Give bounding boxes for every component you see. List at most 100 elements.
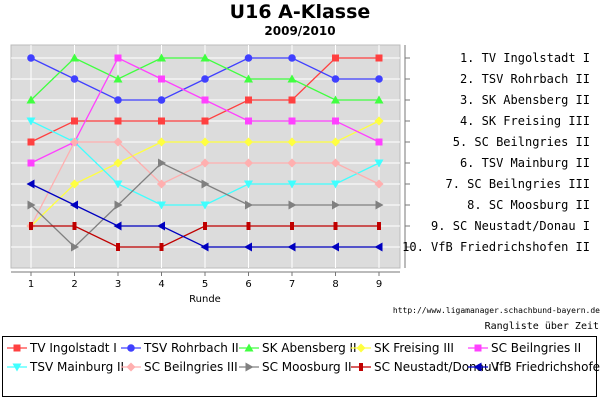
data-point <box>70 137 79 147</box>
data-point <box>331 180 340 189</box>
data-point <box>287 158 297 168</box>
legend-item: SK Freising III <box>351 339 454 357</box>
x-tick-label: 1 <box>28 279 34 290</box>
x-axis-label: Runde <box>189 294 221 305</box>
data-point <box>287 180 297 189</box>
x-tick-label: 8 <box>332 279 338 290</box>
legend-label: VfB Friedrichshofen II <box>491 360 600 374</box>
data-point <box>245 96 252 104</box>
legend-item: SC Beilngries II <box>468 339 581 357</box>
legend-label: SC Beilngries III <box>144 360 238 374</box>
legend-item: TSV Mainburg II <box>7 358 124 376</box>
data-point <box>201 179 210 189</box>
legend-swatch <box>239 343 259 352</box>
data-point <box>244 242 252 252</box>
data-point <box>331 95 340 104</box>
data-point <box>332 54 339 62</box>
data-point <box>200 242 209 252</box>
data-point <box>244 180 253 189</box>
series-10 <box>26 179 383 252</box>
data-point <box>114 96 122 104</box>
x-tick-label: 9 <box>376 279 382 290</box>
rank-line-chart: 1 2 3 4 5 6 7 8 9 Runde 1. TV Ingolstadt I 2. TSV R… <box>10 44 590 305</box>
x-tick-label: 6 <box>245 279 251 290</box>
legend-marker <box>13 344 21 352</box>
data-point <box>331 75 340 83</box>
data-point <box>374 95 384 104</box>
data-point <box>201 117 209 125</box>
legend-label: SC Beilngries II <box>491 341 582 355</box>
data-point <box>157 96 166 104</box>
data-point <box>158 158 166 168</box>
data-point <box>158 117 165 125</box>
data-point <box>331 137 340 147</box>
data-point <box>331 158 340 168</box>
data-point <box>27 159 35 167</box>
legend-marker <box>244 343 254 352</box>
chart-caption: Rangliste über Zeit <box>484 321 599 332</box>
legend-swatch <box>7 363 27 372</box>
chart-title: U16 A-Klasse <box>229 1 371 23</box>
legend-swatch <box>7 344 27 352</box>
legend-label: TSV Mainburg II <box>30 360 125 374</box>
data-point <box>113 158 123 168</box>
data-point <box>116 243 120 251</box>
data-point <box>200 201 210 210</box>
x-axis: 1 2 3 4 5 6 7 8 9 Runde <box>11 271 400 305</box>
rank-axis: 1. TV Ingolstadt I 2. TSV Rohrbach II 3. S… <box>402 45 590 268</box>
legend-marker <box>127 344 135 352</box>
x-tick-label: 4 <box>158 279 164 290</box>
data-point <box>158 75 165 83</box>
series-2 <box>27 54 383 104</box>
data-point <box>375 138 383 146</box>
data-point <box>114 54 122 62</box>
rank-label: 1. TV Ingolstadt I <box>460 51 590 65</box>
data-point <box>70 53 79 62</box>
x-tick-label: 2 <box>71 279 77 290</box>
rank-label: 7. SC Beilngries III <box>446 177 591 191</box>
x-tick-label: 7 <box>289 279 295 290</box>
legend-swatch <box>351 343 371 353</box>
data-point <box>26 179 35 189</box>
source-url[interactable]: http://www.ligamanager.schachbund-bayern… <box>392 306 600 315</box>
legend-swatch <box>239 362 259 372</box>
series-3 <box>26 53 384 104</box>
series-4 <box>26 116 384 231</box>
data-point <box>27 54 35 62</box>
data-point <box>245 200 253 210</box>
data-point <box>71 242 79 252</box>
data-point <box>113 221 122 231</box>
data-point <box>114 200 123 210</box>
data-point <box>29 222 33 230</box>
legend-marker <box>473 362 482 372</box>
data-point <box>113 137 123 147</box>
legend-item: TV Ingolstadt I <box>7 339 117 357</box>
legend-label: SK Freising III <box>374 341 454 355</box>
data-point <box>200 158 210 168</box>
legend: TV Ingolstadt I TSV Rohrbach II SK Abensbe… <box>2 336 600 397</box>
legend-marker <box>245 362 254 372</box>
rank-label: 6. TSV Mainburg II <box>460 156 590 170</box>
data-point <box>71 117 78 125</box>
series-9 <box>29 222 381 251</box>
data-point <box>288 117 296 125</box>
data-point <box>201 75 209 83</box>
data-point <box>332 200 340 210</box>
data-point <box>288 54 296 62</box>
legend-item: SC Beilngries III <box>121 358 238 376</box>
data-point <box>290 222 294 230</box>
data-point <box>287 137 297 147</box>
data-point <box>157 221 165 231</box>
data-point <box>157 179 166 189</box>
data-point <box>244 74 253 83</box>
legend-label: SC Moosburg II <box>262 360 352 374</box>
data-point <box>26 95 36 104</box>
data-point <box>245 117 252 125</box>
data-point <box>288 96 296 104</box>
data-point <box>113 74 123 83</box>
legend-marker <box>126 362 136 372</box>
data-point <box>244 158 253 168</box>
legend-marker <box>12 363 22 372</box>
data-point <box>374 242 383 252</box>
data-point <box>113 180 123 189</box>
